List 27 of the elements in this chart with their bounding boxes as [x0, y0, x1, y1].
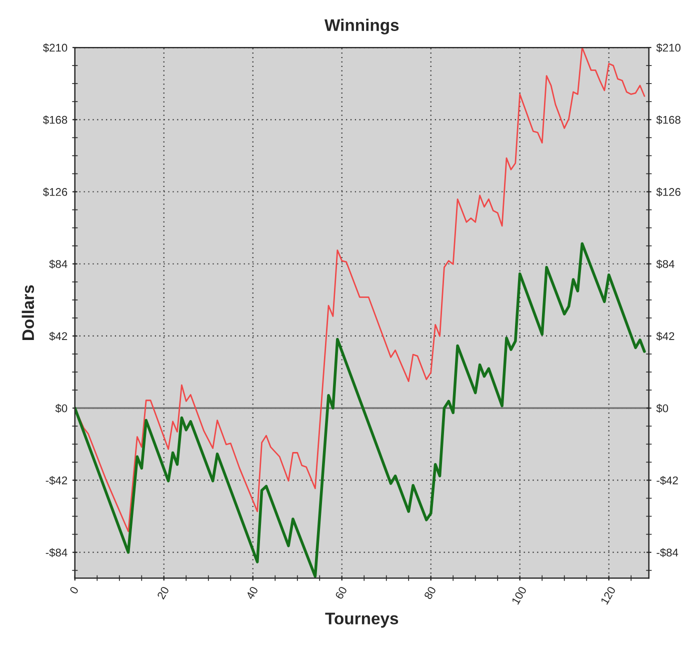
- y-tick-label: $84: [49, 260, 68, 269]
- line-series: [74, 242, 646, 578]
- x-tick-label: 100: [511, 586, 527, 605]
- y2-tick-label: $126: [656, 188, 680, 197]
- y-tick-label: $210: [43, 43, 68, 52]
- y-tick-label: $0: [55, 404, 68, 413]
- y2-tick-label: -$84: [656, 548, 678, 558]
- x-tick-label: 60: [334, 586, 348, 600]
- y2-tick-label: -$42: [656, 476, 678, 486]
- y2-tick-label: $0: [656, 404, 668, 413]
- y-tick-label: $126: [43, 188, 68, 197]
- y2-tick-label: $42: [656, 332, 674, 341]
- y-tick-label: -$84: [46, 548, 68, 558]
- x-tick-label: 120: [600, 586, 616, 605]
- y-tick-label: $168: [43, 115, 68, 124]
- y-axis-title: Dollars: [22, 285, 34, 340]
- y2-tick-label: $84: [656, 260, 674, 269]
- x-tick-label: 40: [246, 586, 258, 600]
- x-tick-label: 80: [424, 586, 436, 600]
- y-tick-label: $42: [49, 332, 68, 341]
- y2-tick-label: $210: [656, 43, 680, 52]
- chart-title: Winnings: [324, 18, 399, 34]
- x-tick-label: 20: [156, 586, 170, 600]
- x-tick-label: 0: [69, 586, 79, 594]
- x-axis-title: Tourneys: [325, 612, 398, 628]
- y-tick-label: -$42: [46, 476, 68, 486]
- y2-tick-label: $168: [656, 115, 680, 124]
